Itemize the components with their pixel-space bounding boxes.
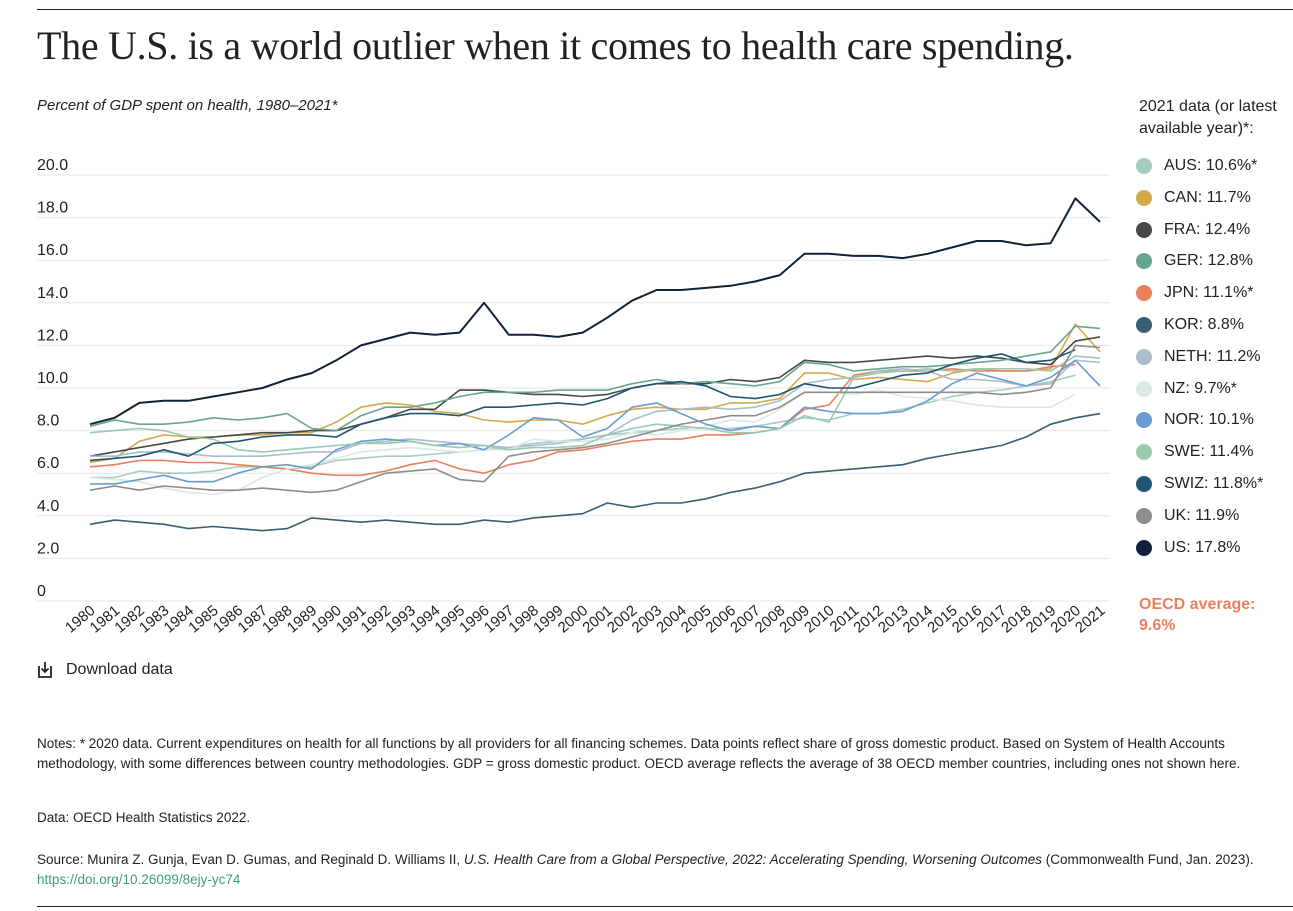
legend-label: JPN: 11.1%* — [1164, 284, 1254, 302]
legend-dot — [1136, 253, 1152, 270]
bottom-rule — [37, 906, 1293, 907]
legend-label: US: 17.8% — [1164, 538, 1241, 556]
legend-dot — [1136, 189, 1152, 206]
x-tick-label: 2021 — [1072, 602, 1108, 636]
legend-label: SWE: 11.4% — [1164, 443, 1254, 461]
y-tick-label: 10.0 — [37, 370, 68, 387]
legend-dot — [1136, 285, 1152, 302]
legend-dot — [1136, 507, 1152, 524]
legend-item-nz: NZ: 9.7%* — [1136, 379, 1237, 399]
legend-dot — [1136, 380, 1152, 397]
chart-subtitle: Percent of GDP spent on health, 1980–202… — [37, 97, 338, 114]
source-citation: Source: Munira Z. Gunja, Evan D. Gumas, … — [37, 850, 1277, 890]
legend-item-nor: NOR: 10.1% — [1136, 410, 1254, 430]
source-prefix: Source: Munira Z. Gunja, Evan D. Gumas, … — [37, 852, 464, 867]
legend-item-kor: KOR: 8.8% — [1136, 315, 1244, 335]
legend-item-uk: UK: 11.9% — [1136, 506, 1239, 526]
legend-label: AUS: 10.6%* — [1164, 157, 1258, 174]
notes-text: Notes: * 2020 data. Current expenditures… — [37, 736, 1241, 771]
legend-label: SWIZ: 11.8%* — [1164, 475, 1264, 492]
legend-dot — [1136, 348, 1152, 365]
legend-label: NOR: 10.1% — [1164, 411, 1254, 429]
y-tick-label: 2.0 — [37, 540, 59, 557]
legend-label: UK: 11.9% — [1164, 506, 1240, 524]
source-suffix: (Commonwealth Fund, Jan. 2023). — [1041, 852, 1254, 867]
legend-item-fra: FRA: 12.4% — [1136, 220, 1250, 240]
legend-dot — [1136, 539, 1152, 556]
y-tick-label: 6.0 — [37, 455, 59, 472]
legend-dot — [1136, 412, 1152, 429]
series-line-swiz — [89, 348, 1076, 462]
download-icon — [38, 662, 52, 678]
legend-label: KOR: 8.8% — [1164, 316, 1245, 333]
series-line-swe — [89, 355, 1101, 453]
y-tick-label: 14.0 — [37, 285, 68, 302]
y-tick-label: 0 — [37, 583, 46, 600]
data-source-text: Data: OECD Health Statistics 2022. — [37, 810, 251, 825]
series-line-uk — [89, 344, 1101, 494]
legend-item-ger: GER: 12.8% — [1136, 251, 1253, 271]
legend-dot — [1136, 476, 1152, 492]
page-title: The U.S. is a world outlier when it come… — [37, 23, 1074, 68]
line-chart: 02.04.06.08.010.012.014.016.018.020.0198… — [37, 157, 1110, 637]
series-line-ger — [89, 325, 1101, 432]
doi-link[interactable]: https://doi.org/10.26099/8ejy-yc74 — [37, 872, 241, 887]
legend-dot — [1136, 317, 1152, 333]
y-tick-label: 18.0 — [37, 200, 68, 217]
oecd-average: OECD average: 9.6% — [1139, 596, 1256, 634]
legend-item-can: CAN: 11.7% — [1136, 188, 1251, 208]
legend-label: CAN: 11.7% — [1164, 188, 1251, 206]
series-line-nor — [90, 359, 1101, 485]
legend-dot — [1136, 158, 1152, 174]
legend-item-us: US: 17.8% — [1136, 538, 1240, 558]
legend-item-jpn: JPN: 11.1%* — [1136, 283, 1254, 303]
y-tick-label: 20.0 — [37, 157, 68, 174]
series-line-nz — [89, 389, 1076, 496]
top-rule — [37, 9, 1293, 10]
legend-item-aus: AUS: 10.6%* — [1136, 156, 1257, 176]
series-line-fra — [89, 336, 1101, 457]
legend-heading: 2021 data (or latest available year)*: — [1139, 98, 1277, 137]
y-tick-label: 4.0 — [37, 498, 59, 515]
source-title: U.S. Health Care from a Global Perspecti… — [463, 852, 1042, 867]
legend-item-swiz: SWIZ: 11.8%* — [1136, 474, 1263, 494]
y-tick-label: 8.0 — [37, 413, 59, 430]
y-tick-label: 16.0 — [37, 242, 68, 259]
legend-label: NETH: 11.2% — [1164, 347, 1261, 365]
legend-item-swe: SWE: 11.4% — [1136, 442, 1254, 462]
legend-dot — [1136, 444, 1152, 461]
legend-label: FRA: 12.4% — [1164, 220, 1251, 238]
legend-label: NZ: 9.7%* — [1164, 379, 1237, 397]
series-line-kor — [89, 412, 1101, 532]
y-tick-label: 12.0 — [37, 327, 68, 344]
legend-item-neth: NETH: 11.2% — [1136, 347, 1261, 367]
download-data-button[interactable]: Download data — [37, 661, 173, 679]
series-line-can — [89, 323, 1101, 464]
download-data-label: Download data — [66, 661, 173, 678]
series-line-us — [89, 197, 1101, 426]
legend-label: GER: 12.8% — [1164, 252, 1253, 270]
legend-dot — [1136, 221, 1152, 238]
